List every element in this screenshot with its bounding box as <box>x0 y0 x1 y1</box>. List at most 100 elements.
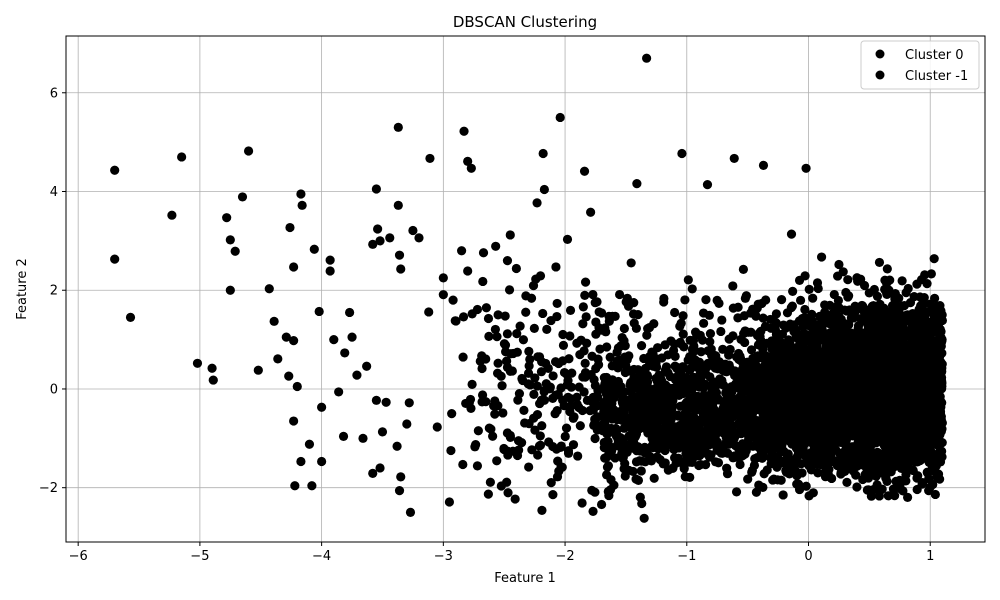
cluster-0-point <box>695 330 705 340</box>
cluster-0-point <box>566 394 576 404</box>
cluster-0-point <box>731 487 742 497</box>
cluster-0-point <box>936 335 946 346</box>
cluster-0-point <box>565 331 575 341</box>
cluster-0-point <box>546 315 556 326</box>
cluster-0-point <box>553 456 563 466</box>
cluster-0-point <box>513 436 524 446</box>
cluster-0-point <box>801 370 811 380</box>
cluster-0-point <box>587 485 597 495</box>
cluster-0-point <box>897 276 907 286</box>
cluster-0-point <box>836 467 846 478</box>
cluster-0-point <box>619 442 629 452</box>
cluster-0-point <box>828 382 839 392</box>
cluster-0-point <box>733 313 743 323</box>
cluster-0-point <box>778 490 788 500</box>
cluster-0-point <box>823 338 834 348</box>
cluster-0-point <box>649 319 659 329</box>
cluster-0-point <box>743 474 753 484</box>
cluster-0-point <box>633 442 643 452</box>
cluster-0-point <box>717 379 727 389</box>
cluster-0-point <box>552 472 563 482</box>
cluster-0-point <box>864 288 874 298</box>
cluster-0-point <box>827 473 837 484</box>
cluster-0-point <box>602 462 613 472</box>
cluster-0-point <box>834 259 844 270</box>
cluster-0-point <box>600 453 610 463</box>
cluster-0-point <box>841 334 851 344</box>
cluster-0-point <box>872 291 883 301</box>
cluster-0-point <box>483 313 494 324</box>
cluster-0-point <box>728 281 738 291</box>
cluster-0-point <box>546 478 556 488</box>
cluster-0-point <box>558 340 569 350</box>
cluster-0-point <box>841 391 851 401</box>
cluster-0-point <box>920 398 930 409</box>
cluster-0-point <box>724 350 734 360</box>
cluster-0-point <box>498 408 508 418</box>
cluster-0-point <box>921 365 931 375</box>
cluster-0-point <box>771 318 782 328</box>
cluster-0-point <box>613 376 624 387</box>
cluster-0-point <box>629 298 639 308</box>
cluster-0-point <box>602 372 612 383</box>
cluster-0-point <box>746 345 757 355</box>
cluster-0-point <box>852 372 862 382</box>
cluster-0-point <box>834 351 844 361</box>
cluster-0-point <box>804 428 814 438</box>
cluster-0-point <box>856 447 867 457</box>
cluster-0-point <box>626 258 636 268</box>
cluster-0-point <box>896 463 906 473</box>
cluster-0-point <box>874 257 885 268</box>
cluster-0-point <box>930 455 940 465</box>
cluster-0-point <box>776 475 786 485</box>
cluster-0-point <box>694 370 705 380</box>
cluster-0-point <box>871 438 881 448</box>
cluster-0-point <box>615 289 625 300</box>
cluster-0-point <box>575 421 585 431</box>
cluster-0-point <box>609 480 619 490</box>
cluster-0-point <box>800 304 810 315</box>
cluster-0-point <box>818 352 829 362</box>
cluster-0-point <box>909 292 919 302</box>
cluster-0-point <box>628 466 638 477</box>
cluster-0-point <box>493 310 503 320</box>
cluster-0-point <box>711 388 722 398</box>
cluster-0-point <box>929 383 939 393</box>
cluster-0-point <box>894 307 904 317</box>
cluster-0-point <box>788 286 798 296</box>
cluster-0-point <box>897 331 907 341</box>
cluster-0-point <box>600 323 610 333</box>
cluster-0-point <box>673 382 683 393</box>
cluster-0-point <box>772 452 783 462</box>
cluster-0-point <box>853 336 863 347</box>
cluster-0-point <box>467 379 477 389</box>
cluster-0-point <box>458 352 468 362</box>
cluster-0-point <box>572 338 582 348</box>
cluster-0-point <box>866 491 876 501</box>
cluster-0-point <box>772 376 782 386</box>
cluster-0-point <box>722 469 733 479</box>
cluster-0-point <box>820 307 830 317</box>
cluster-0-point <box>919 292 929 303</box>
cluster-0-point <box>814 370 824 380</box>
cluster-0-point <box>451 316 461 326</box>
cluster-0-point <box>904 429 915 439</box>
cluster-0-point <box>478 276 488 287</box>
cluster-0-point <box>922 279 932 289</box>
cluster-0-point <box>777 329 788 339</box>
cluster-0-point <box>832 326 842 337</box>
cluster-0-point <box>663 368 673 378</box>
cluster-0-point <box>524 346 534 356</box>
cluster-0-point <box>792 479 802 489</box>
cluster-0-point <box>853 439 863 449</box>
cluster-0-point <box>530 373 540 383</box>
cluster-0-point <box>931 420 941 431</box>
cluster-0-point <box>804 461 814 471</box>
cluster-0-point <box>515 321 525 331</box>
cluster-0-point <box>871 471 881 481</box>
cluster-0-point <box>848 359 858 369</box>
cluster-0-point <box>574 402 584 413</box>
cluster-0-point <box>446 445 456 456</box>
cluster-0-point <box>566 382 576 392</box>
